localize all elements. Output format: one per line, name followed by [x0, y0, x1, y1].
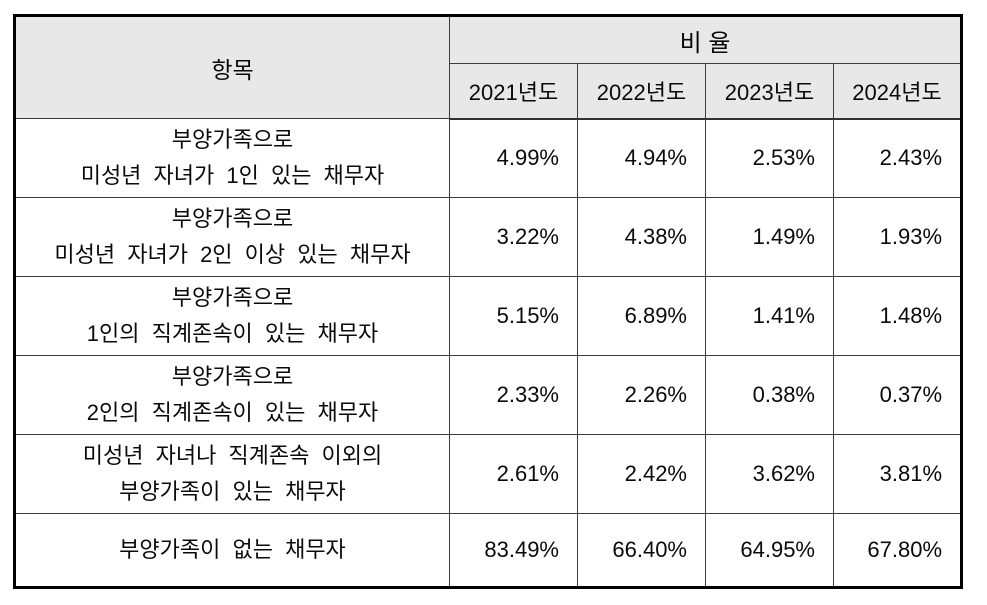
row-label-line1: 부양가족으로 — [171, 364, 294, 389]
table-row: 부양가족으로 1인의 직계존속이 있는 채무자 5.15% 6.89% 1.41… — [14, 276, 963, 356]
ratio-table-container: 항목 비 율 2021년도 2022년도 2023년도 2024년도 부양가족으… — [13, 14, 964, 589]
year-header-2022: 2022년도 — [577, 63, 706, 120]
value-2024: 2.43% — [832, 118, 963, 198]
value-2021: 3.22% — [449, 197, 578, 277]
row-label-line2: 2인의 직계존속이 있는 채무자 — [86, 400, 379, 425]
table-row: 부양가족으로 미성년 자녀가 2인 이상 있는 채무자 3.22% 4.38% … — [14, 197, 963, 277]
year-header-2024: 2024년도 — [832, 63, 963, 120]
value-2022: 66.40% — [577, 513, 706, 588]
value-2023: 3.62% — [705, 434, 834, 514]
value-2021: 2.61% — [449, 434, 578, 514]
row-label-line1: 부양가족이 없는 채무자 — [119, 537, 346, 562]
table-row: 부양가족이 없는 채무자 83.49% 66.40% 64.95% 67.80% — [14, 513, 963, 588]
row-label-line1: 부양가족으로 — [171, 127, 294, 152]
value-2023: 1.41% — [705, 276, 834, 356]
value-2023: 1.49% — [705, 197, 834, 277]
row-label: 부양가족으로 미성년 자녀가 1인 있는 채무자 — [14, 118, 450, 198]
row-label-line2: 1인의 직계존속이 있는 채무자 — [86, 321, 379, 346]
value-2022: 6.89% — [577, 276, 706, 356]
row-label: 부양가족으로 1인의 직계존속이 있는 채무자 — [14, 276, 450, 356]
table-row: 미성년 자녀나 직계존속 이외의 부양가족이 있는 채무자 2.61% 2.42… — [14, 434, 963, 514]
value-2021: 2.33% — [449, 355, 578, 435]
value-2024: 67.80% — [832, 513, 963, 588]
value-2022: 2.26% — [577, 355, 706, 435]
value-2023: 0.38% — [705, 355, 834, 435]
value-2024: 1.48% — [832, 276, 963, 356]
value-2022: 4.94% — [577, 118, 706, 198]
value-2022: 4.38% — [577, 197, 706, 277]
row-label-line2: 미성년 자녀가 2인 이상 있는 채무자 — [54, 242, 411, 267]
value-2024: 1.93% — [832, 197, 963, 277]
value-2021: 4.99% — [449, 118, 578, 198]
table-row: 부양가족으로 미성년 자녀가 1인 있는 채무자 4.99% 4.94% 2.5… — [14, 118, 963, 198]
row-label: 부양가족으로 2인의 직계존속이 있는 채무자 — [14, 355, 450, 435]
year-header-2023: 2023년도 — [705, 63, 834, 120]
row-label-line1: 미성년 자녀나 직계존속 이외의 — [82, 443, 383, 468]
row-label-line1: 부양가족으로 — [171, 285, 294, 310]
value-2022: 2.42% — [577, 434, 706, 514]
value-2023: 64.95% — [705, 513, 834, 588]
value-2021: 83.49% — [449, 513, 578, 588]
row-label: 미성년 자녀나 직계존속 이외의 부양가족이 있는 채무자 — [14, 434, 450, 514]
table-row: 부양가족으로 2인의 직계존속이 있는 채무자 2.33% 2.26% 0.38… — [14, 355, 963, 435]
value-2024: 0.37% — [832, 355, 963, 435]
row-label-line1: 부양가족으로 — [171, 206, 294, 231]
row-label: 부양가족이 없는 채무자 — [14, 513, 450, 588]
year-header-2021: 2021년도 — [449, 63, 578, 120]
dependent-family-ratio-table: 항목 비 율 2021년도 2022년도 2023년도 2024년도 부양가족으… — [13, 14, 964, 589]
row-label: 부양가족으로 미성년 자녀가 2인 이상 있는 채무자 — [14, 197, 450, 277]
value-2024: 3.81% — [832, 434, 963, 514]
row-label-line2: 부양가족이 있는 채무자 — [119, 479, 346, 504]
ratio-group-header: 비 율 — [448, 15, 963, 64]
value-2023: 2.53% — [705, 118, 834, 198]
row-label-line2: 미성년 자녀가 1인 있는 채무자 — [80, 163, 385, 188]
value-2021: 5.15% — [449, 276, 578, 356]
item-column-header: 항목 — [14, 15, 450, 119]
